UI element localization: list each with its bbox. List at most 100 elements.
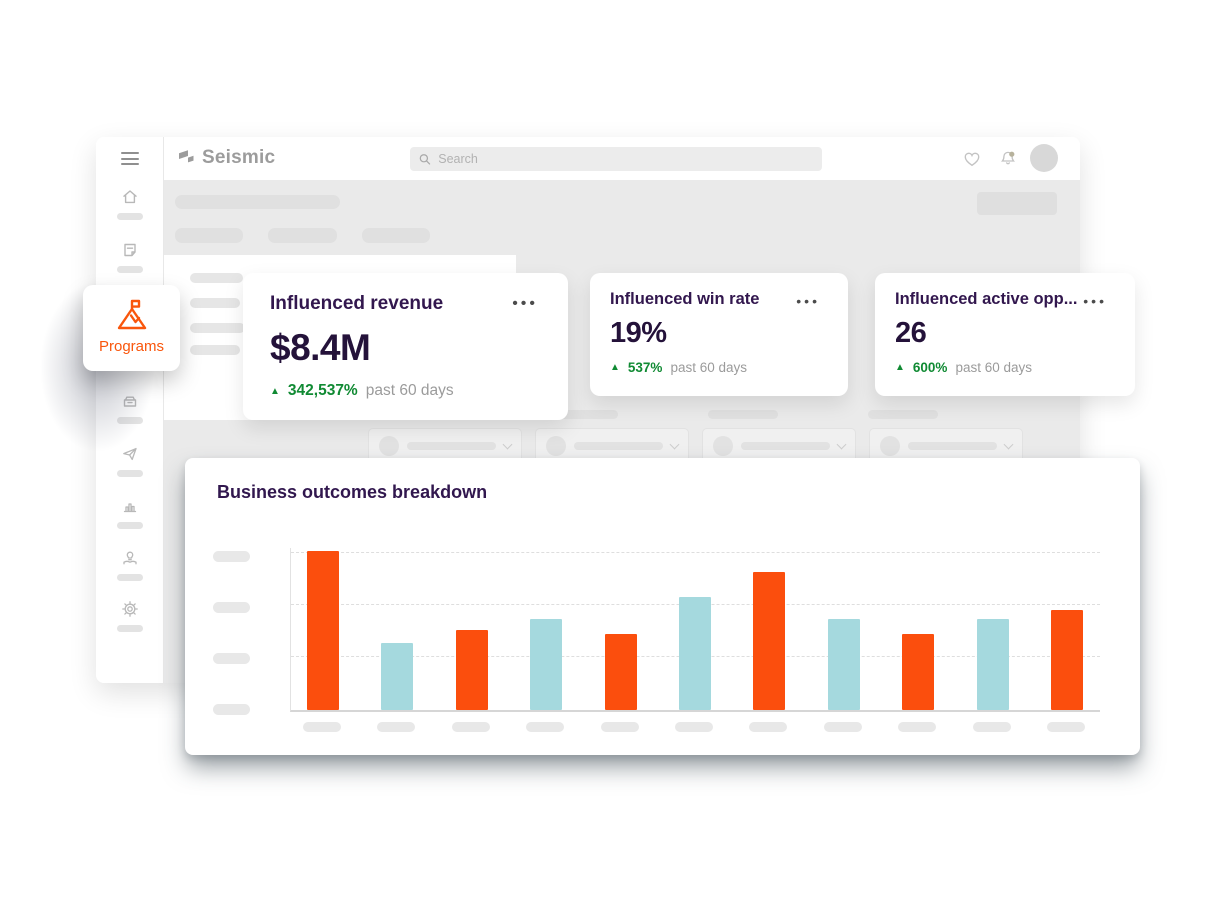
sidebar-item-send[interactable] — [96, 445, 164, 477]
dropdown-label-skeleton — [908, 442, 997, 450]
list-item-skeleton — [190, 345, 240, 355]
seismic-logo[interactable]: Seismic — [176, 147, 275, 169]
bar — [753, 572, 785, 710]
chart-card: Business outcomes breakdown — [185, 458, 1140, 755]
kpi-card-influenced-revenue: Influenced revenue ••• $8.4M ▲ 342,537% … — [243, 273, 568, 420]
search-icon — [419, 153, 431, 165]
y-axis-label-placeholder — [213, 653, 250, 664]
x-axis-label-placeholder — [303, 722, 341, 732]
y-axis-label-placeholder — [213, 551, 250, 562]
kpi-title: Influenced win rate — [610, 290, 760, 308]
bar — [381, 643, 413, 710]
page-title-skeleton — [175, 195, 340, 209]
sidebar-item-settings[interactable] — [96, 600, 164, 632]
dropdown-label-skeleton — [574, 442, 663, 450]
x-axis-label-placeholder — [898, 722, 936, 732]
app-window: Seismic — [96, 137, 1080, 683]
bar — [679, 597, 711, 710]
list-item-skeleton — [190, 298, 240, 308]
kpi-value: $8.4M — [270, 327, 371, 368]
menu-icon[interactable] — [121, 152, 139, 165]
kpi-delta-period: past 60 days — [365, 382, 454, 399]
gridline — [291, 552, 1100, 553]
bar — [605, 634, 637, 710]
sidebar-item-label: Programs — [98, 338, 165, 355]
kebab-menu-icon[interactable]: ••• — [796, 293, 820, 309]
caption-skeleton — [520, 410, 618, 419]
send-icon — [123, 447, 137, 461]
analytics-icon — [123, 503, 137, 513]
x-axis-label-placeholder — [601, 722, 639, 732]
dropdown-avatar-skeleton — [713, 436, 733, 456]
bar — [1051, 610, 1083, 710]
sidebar-item-content[interactable] — [96, 241, 164, 273]
kpi-delta-period: past 60 days — [670, 360, 747, 375]
caption-skeleton — [868, 410, 938, 419]
home-icon — [123, 190, 137, 204]
sidebar-label-skeleton — [117, 417, 143, 424]
bar-plot — [290, 548, 1100, 712]
tab-skeleton — [362, 228, 430, 243]
x-axis-label-placeholder — [675, 722, 713, 732]
bar — [828, 619, 860, 710]
heart-icon[interactable] — [962, 149, 982, 169]
kebab-menu-icon[interactable]: ••• — [512, 295, 538, 312]
logo-text: Seismic — [202, 147, 276, 168]
bar — [307, 551, 339, 710]
sidebar — [96, 137, 164, 683]
trend-up-icon: ▲ — [895, 362, 905, 373]
search-input[interactable] — [438, 152, 814, 166]
kpi-title: Influenced active opp... — [895, 290, 1078, 308]
dropdown-avatar-skeleton — [379, 436, 399, 456]
sidebar-item-analytics[interactable] — [96, 497, 164, 529]
chevron-down-icon — [502, 439, 513, 450]
dropdown-avatar-skeleton — [546, 436, 566, 456]
list-item-skeleton — [190, 323, 245, 333]
bar — [456, 630, 488, 710]
sidebar-label-skeleton — [117, 470, 143, 477]
x-axis-label-placeholder — [824, 722, 862, 732]
action-button-skeleton — [977, 192, 1057, 215]
x-axis-labels — [290, 722, 1100, 732]
trend-up-icon: ▲ — [610, 362, 620, 373]
bar — [977, 619, 1009, 710]
kebab-menu-icon[interactable]: ••• — [1083, 293, 1107, 309]
kpi-card-influenced-active-opps: Influenced active opp... ••• 26 ▲ 600% p… — [875, 273, 1135, 396]
tab-skeleton — [268, 228, 337, 243]
y-axis-label-placeholder — [213, 602, 250, 613]
sidebar-label-skeleton — [117, 213, 143, 220]
dropdown-label-skeleton — [407, 442, 496, 450]
chevron-down-icon — [669, 439, 680, 450]
bar — [902, 634, 934, 710]
sidebar-item-library[interactable] — [96, 392, 164, 424]
chevron-down-icon — [836, 439, 847, 450]
kpi-value: 26 — [895, 317, 927, 349]
learning-icon — [123, 551, 137, 565]
bell-icon[interactable] — [998, 149, 1018, 169]
x-axis-label-placeholder — [749, 722, 787, 732]
sidebar-label-skeleton — [117, 522, 143, 529]
x-axis-label-placeholder — [377, 722, 415, 732]
x-axis-label-placeholder — [526, 722, 564, 732]
mountain-flag-icon — [117, 299, 146, 330]
topbar: Seismic — [164, 137, 1080, 180]
kpi-delta-period: past 60 days — [955, 360, 1032, 375]
sidebar-item-learning[interactable] — [96, 549, 164, 581]
caption-skeleton — [708, 410, 778, 419]
sidebar-item-programs[interactable]: Programs — [83, 285, 180, 371]
kpi-delta-percent: 600% — [912, 360, 948, 375]
y-axis-label-placeholder — [213, 704, 250, 715]
avatar[interactable] — [1030, 144, 1058, 172]
settings-icon — [122, 601, 138, 617]
dropdown-label-skeleton — [741, 442, 830, 450]
dropdown-avatar-skeleton — [880, 436, 900, 456]
chart-title: Business outcomes breakdown — [217, 482, 488, 502]
kpi-card-influenced-win-rate: Influenced win rate ••• 19% ▲ 537% past … — [590, 273, 848, 396]
search-input-wrap[interactable] — [410, 147, 822, 171]
content-icon — [124, 243, 136, 257]
list-item-skeleton — [190, 273, 243, 283]
sidebar-label-skeleton — [117, 625, 143, 632]
kpi-title: Influenced revenue — [270, 293, 444, 314]
sidebar-item-home[interactable] — [96, 188, 164, 220]
